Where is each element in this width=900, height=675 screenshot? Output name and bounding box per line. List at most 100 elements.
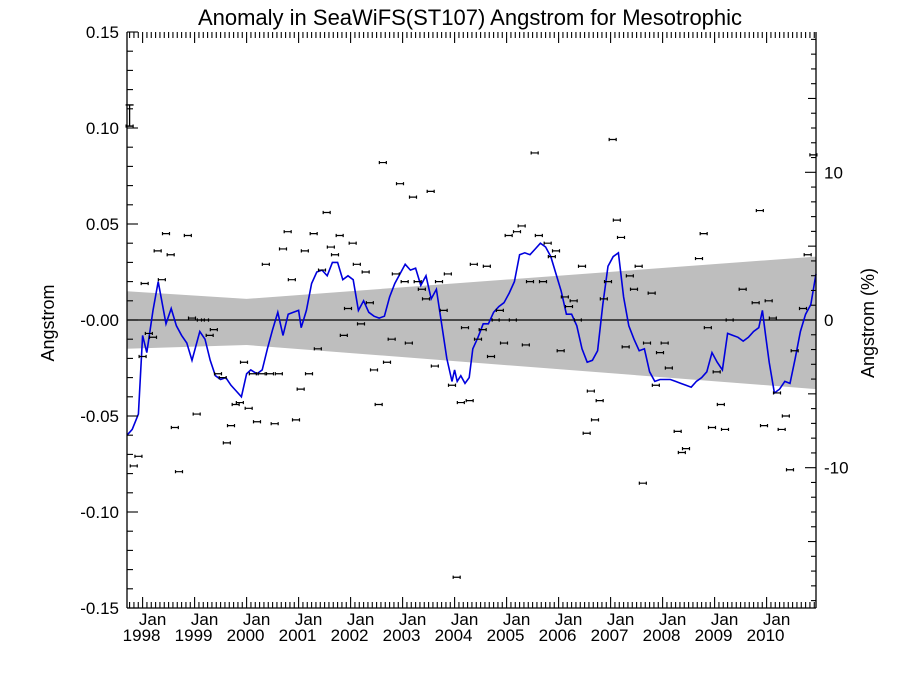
anomaly-point bbox=[642, 341, 652, 345]
anomaly-point bbox=[768, 316, 777, 320]
x-tick-month-label: Jan bbox=[503, 610, 530, 629]
anomaly-point bbox=[547, 255, 556, 259]
anomaly-point bbox=[395, 182, 405, 186]
anomaly-point bbox=[508, 318, 517, 322]
anomaly-point bbox=[339, 333, 348, 337]
anomaly-point bbox=[517, 224, 526, 228]
anomaly-point bbox=[417, 287, 426, 291]
anomaly-point bbox=[391, 272, 400, 276]
x-tick-month-label: Jan bbox=[607, 610, 634, 629]
anomaly-point bbox=[482, 264, 491, 268]
anomaly-point bbox=[573, 318, 582, 322]
y-tick-label: -0.05 bbox=[80, 407, 119, 426]
anomaly-point bbox=[235, 400, 244, 405]
anomaly-point bbox=[677, 450, 686, 455]
anomaly-point bbox=[491, 318, 500, 322]
anomaly-point bbox=[421, 297, 431, 301]
anomaly-point bbox=[157, 278, 166, 282]
anomaly-point bbox=[612, 218, 621, 222]
anomaly-point bbox=[525, 280, 535, 284]
anomaly-point bbox=[296, 387, 305, 391]
anomaly-point bbox=[300, 249, 309, 253]
anomaly-point bbox=[499, 341, 509, 345]
anomaly-point bbox=[291, 418, 301, 422]
anomaly-point bbox=[694, 256, 704, 261]
y-axis-label: Angstrom bbox=[38, 284, 58, 361]
anomaly-point bbox=[313, 347, 322, 351]
y-tick-label: -0.10 bbox=[80, 503, 119, 522]
anomaly-point bbox=[209, 328, 218, 332]
x-tick-year-label: 2002 bbox=[331, 626, 369, 645]
anomaly-point bbox=[239, 360, 249, 364]
anomaly-point bbox=[200, 318, 210, 322]
x-tick-year-label: 2010 bbox=[747, 626, 785, 645]
anomaly-point bbox=[213, 372, 223, 376]
anomaly-point bbox=[621, 345, 630, 349]
x-tick-month-label: Jan bbox=[139, 610, 166, 629]
anomaly-point bbox=[759, 424, 769, 428]
anomaly-point bbox=[647, 291, 656, 295]
anomaly-point bbox=[534, 233, 543, 238]
anomaly-point bbox=[348, 241, 357, 245]
confidence-band bbox=[127, 256, 816, 390]
anomaly-point bbox=[439, 308, 448, 312]
anomaly-point bbox=[681, 447, 691, 451]
anomaly-point bbox=[434, 280, 444, 284]
anomaly-point bbox=[543, 241, 552, 245]
anomaly-point bbox=[473, 337, 483, 341]
anomaly-point bbox=[625, 274, 634, 278]
anomaly-point bbox=[218, 376, 227, 380]
anomaly-point bbox=[343, 306, 353, 311]
anomaly-point bbox=[335, 233, 344, 238]
anomaly-point bbox=[486, 354, 496, 359]
anomaly-point bbox=[248, 372, 257, 376]
anomaly-point bbox=[413, 280, 422, 284]
x-tick-year-label: 2008 bbox=[643, 626, 681, 645]
anomaly-point bbox=[265, 372, 275, 376]
anomaly-point bbox=[551, 249, 561, 253]
anomaly-point bbox=[638, 481, 647, 485]
anomaly-point bbox=[374, 402, 383, 407]
anomaly-point bbox=[356, 322, 366, 326]
x-tick-year-label: 1999 bbox=[175, 626, 213, 645]
smoothed-anomaly-line bbox=[126, 242, 817, 436]
y-axis-right-label: Angstrom (%) bbox=[858, 268, 878, 378]
anomaly-point bbox=[703, 326, 712, 330]
x-tick-year-label: 2003 bbox=[383, 626, 421, 645]
x-tick-year-label: 2006 bbox=[539, 626, 577, 645]
plot-area: 0.15 0.10 0.05 -0.00 -0.05 -0.10 -0.15 10 0 -10 Ja… bbox=[80, 23, 848, 645]
anomaly-point bbox=[716, 402, 725, 407]
anomaly-point bbox=[161, 232, 171, 236]
anomaly-point bbox=[777, 427, 786, 432]
anomaly-point bbox=[664, 366, 673, 370]
x-tick-year-label: 2007 bbox=[591, 626, 629, 645]
anomaly-point bbox=[252, 420, 262, 424]
anomaly-point bbox=[408, 195, 418, 199]
anomaly-point bbox=[673, 429, 682, 433]
anomaly-point bbox=[231, 402, 240, 407]
x-tick-month-label: Jan bbox=[399, 610, 426, 629]
anomaly-point bbox=[134, 454, 143, 458]
anomaly-point bbox=[560, 295, 569, 299]
anomaly-point bbox=[443, 272, 452, 276]
anomaly-point bbox=[651, 383, 660, 387]
anomaly-point bbox=[634, 264, 643, 268]
anomaly-point bbox=[244, 406, 253, 410]
x-tick-month-label: Jan bbox=[191, 610, 218, 629]
anomaly-point bbox=[751, 301, 760, 305]
anomaly-point bbox=[138, 354, 147, 359]
anomaly-point bbox=[655, 351, 665, 355]
anomaly-point bbox=[755, 208, 764, 213]
anomaly-point bbox=[447, 383, 457, 387]
x-tick-year-label: 2001 bbox=[279, 626, 317, 645]
anomaly-point bbox=[495, 308, 504, 312]
x-tick-month-label: Jan bbox=[555, 610, 582, 629]
anomaly-point bbox=[599, 297, 608, 301]
anomaly-point bbox=[465, 399, 474, 403]
anomaly-point bbox=[707, 425, 717, 430]
anomaly-point bbox=[129, 464, 138, 468]
anomaly-point bbox=[772, 391, 782, 395]
anomaly-point bbox=[317, 268, 327, 272]
anomaly-point bbox=[153, 249, 162, 253]
anomaly-point bbox=[365, 301, 374, 305]
